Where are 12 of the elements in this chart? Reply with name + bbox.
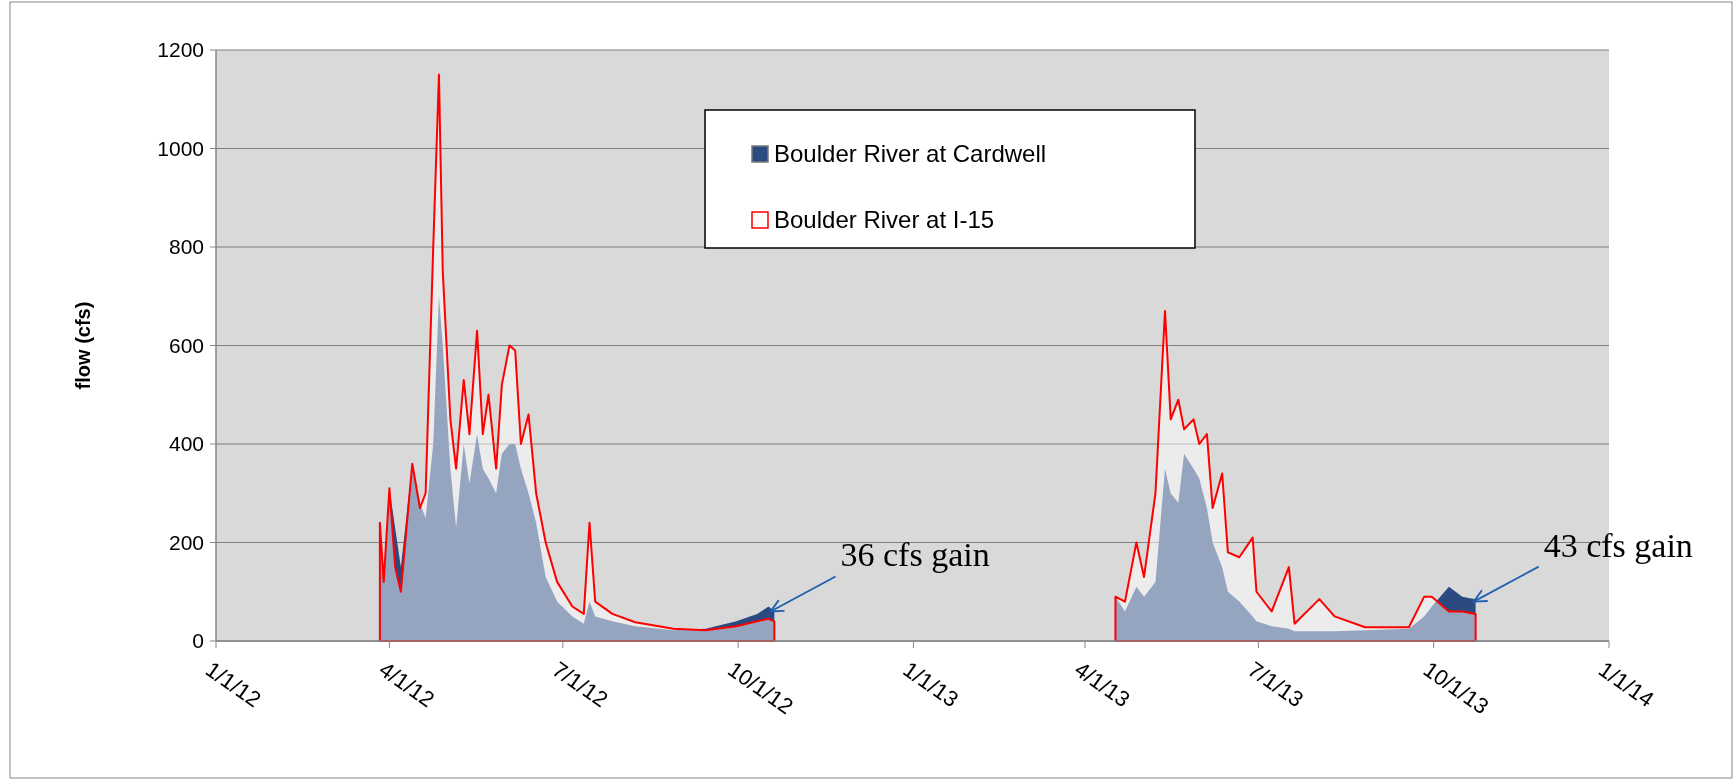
annotation: 36 cfs gain [840,536,990,574]
y-tick-label: 200 [168,530,204,554]
legend-label: Boulder River at I-15 [774,206,995,234]
y-tick-label: 600 [168,333,204,357]
y-tick-label: 0 [192,629,204,653]
y-axis-title: flow (cfs) [72,301,94,390]
y-tick-label: 1000 [157,136,204,160]
annotation: 43 cfs gain [1543,526,1693,564]
y-tick-label: 800 [168,235,204,259]
legend-label: Boulder River at Cardwell [774,140,1047,168]
y-tick-label: 400 [168,432,204,456]
y-tick-label: 1200 [157,38,204,62]
